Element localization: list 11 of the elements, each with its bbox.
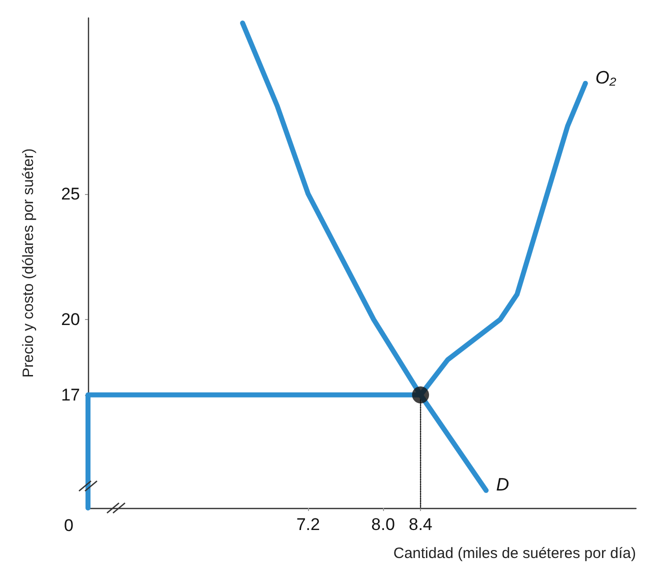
x-tick-label: 8.4	[408, 515, 432, 534]
text: 0	[64, 516, 74, 536]
series-label: O₂	[595, 67, 616, 88]
x-tick-label: 8.0	[371, 515, 395, 534]
y-tick-label: 17	[61, 385, 80, 404]
y-axis-title: Precio y costo (dólares por suéter)	[20, 148, 37, 378]
x-tick-label: 7.2	[296, 515, 320, 534]
y-tick-label: 20	[61, 310, 80, 330]
y-tick-label: 25	[61, 184, 80, 204]
series-label: D	[496, 474, 510, 494]
x-axis-title: Cantidad (miles de suéteres por día)	[393, 545, 636, 562]
